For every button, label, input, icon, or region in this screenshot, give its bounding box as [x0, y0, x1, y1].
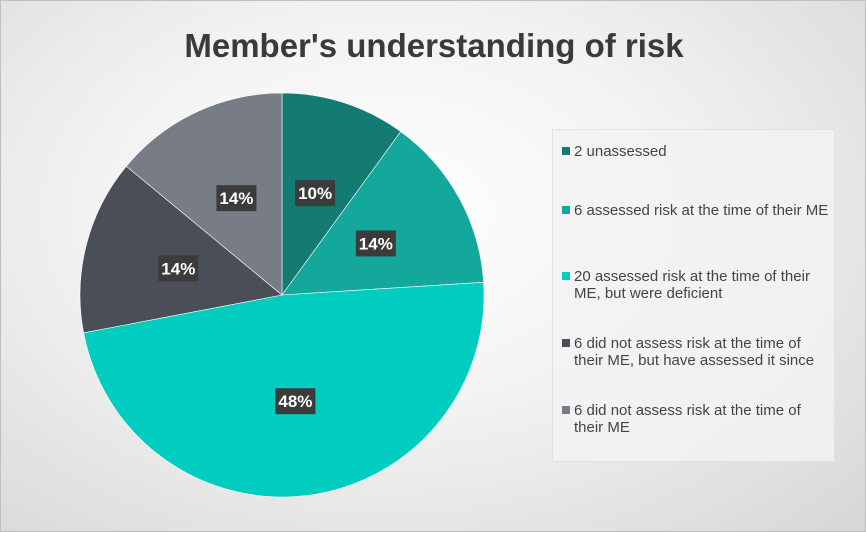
legend-item: 6 did not assess risk at the time of the…: [562, 402, 832, 436]
data-label: 14%: [355, 230, 396, 257]
pie-slice: [281, 131, 484, 296]
legend-label: 2 unassessed: [574, 143, 667, 160]
legend-swatch: [562, 272, 570, 280]
legend-swatch: [562, 406, 570, 414]
chart-title: Member's understanding of risk: [184, 27, 684, 64]
data-label-text: 14%: [161, 259, 195, 278]
pie-slice: [125, 92, 283, 296]
legend-item: 6 assessed risk at the time of their ME: [562, 202, 832, 219]
legend-swatch: [562, 206, 570, 214]
legend-swatch: [562, 339, 570, 347]
data-label-box: [295, 180, 336, 207]
data-label-box: [355, 230, 396, 257]
data-label-box: [216, 185, 257, 212]
data-label-box: [158, 255, 199, 282]
data-label: 10%: [295, 180, 336, 207]
legend-swatch: [562, 147, 570, 155]
data-label-text: 14%: [359, 234, 393, 253]
data-label-text: 10%: [298, 184, 332, 203]
legend-label: 6 did not assess risk at the time of the…: [574, 335, 815, 369]
data-label-box: [275, 388, 316, 415]
pie-slice: [79, 165, 283, 334]
legend-label: 20 assessed risk at the time of their ME…: [574, 268, 810, 302]
data-label: 14%: [158, 255, 199, 282]
data-label-text: 14%: [219, 189, 253, 208]
legend-label: 6 assessed risk at the time of their ME: [574, 202, 829, 219]
data-label-text: 48%: [278, 392, 312, 411]
legend-item: 2 unassessed: [562, 143, 832, 160]
legend-item: 6 did not assess risk at the time of the…: [562, 335, 832, 369]
data-label: 48%: [275, 388, 316, 415]
pie-slice: [281, 92, 402, 296]
legend-label: 6 did not assess risk at the time of the…: [574, 402, 801, 436]
legend: 2 unassessed 6 assessed risk at the time…: [552, 129, 835, 462]
data-label: 14%: [216, 185, 257, 212]
legend-item: 20 assessed risk at the time of their ME…: [562, 268, 832, 302]
